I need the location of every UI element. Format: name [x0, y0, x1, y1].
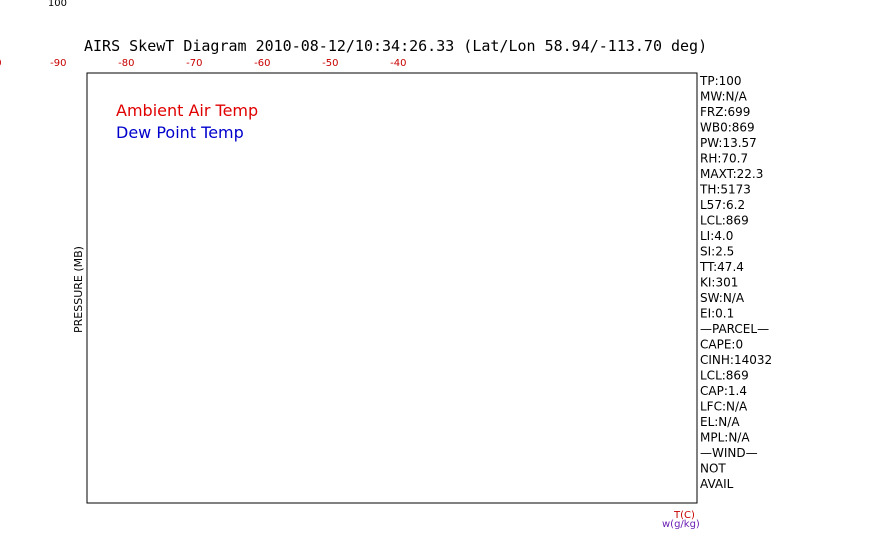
side-panel-entry: LI:4.0: [700, 229, 733, 243]
isotherm-line: [0, 0, 197, 30]
side-panel-entry: CAP:1.4: [700, 384, 747, 398]
profile-lines: [0, 0, 184, 3]
side-panel-entry: CINH:14032: [700, 353, 772, 367]
top-temp-tick-label: -70: [186, 58, 202, 69]
side-panel-entry: SI:2.5: [700, 245, 734, 259]
dry-adiabat-line: [0, 0, 21, 30]
isotherm-line: [0, 0, 605, 30]
legend-item-ambient: Ambient Air Temp: [116, 101, 258, 120]
isotherm-line: [0, 0, 673, 30]
isotherm-line: [0, 0, 809, 30]
side-panel-entry: LCL:869: [700, 214, 749, 228]
chart-title: AIRS SkewT Diagram 2010-08-12/10:34:26.3…: [84, 37, 707, 55]
side-panel-entry: TH:5173: [699, 183, 751, 197]
top-temp-tick-label: -50: [322, 58, 338, 69]
axis-labels: 1002003004005006007008009001000-120-110-…: [0, 0, 406, 69]
side-panel-entry: L57:6.2: [700, 198, 745, 212]
isotherm-line: [0, 0, 870, 30]
background-lines: [0, 0, 870, 30]
side-panel-entry: EI:0.1: [700, 307, 734, 321]
isotherm-line: [0, 0, 870, 30]
dry-adiabat-line: [0, 0, 158, 30]
dry-adiabat-line: [0, 0, 90, 30]
side-panel-entry: MPL:N/A: [700, 431, 750, 445]
side-panel-entry: AVAIL: [700, 477, 734, 491]
dry-adiabat-line: [0, 0, 568, 30]
side-panel-entry: KI:301: [700, 276, 738, 290]
dry-adiabat-line: [0, 0, 295, 30]
side-panel-entry: NOT: [700, 462, 726, 476]
side-panel-entry: EL:N/A: [700, 415, 740, 429]
side-panel-entry: RH:70.7: [700, 152, 748, 166]
top-temp-tick-label: -100: [0, 58, 2, 69]
dry-adiabat-line: [0, 0, 192, 30]
dry-adiabat-line: [0, 0, 465, 30]
side-panel-entry: SW:N/A: [700, 291, 745, 305]
ambient-air-temp-point: [183, 1, 185, 3]
side-panel-entry: FRZ:699: [700, 105, 750, 119]
side-panel-entry: LCL:869: [700, 369, 749, 383]
dew-point-temp-point: [41, 1, 43, 3]
dry-adiabat-line: [0, 0, 226, 30]
isotherm-line: [0, 0, 870, 30]
x-unit-label: T(C): [673, 510, 695, 521]
y-axis-label: PRESSURE (MB): [72, 246, 85, 333]
isotherm-line: [0, 0, 537, 30]
ambient-air-temp-line: [0, 0, 183, 2]
legend-item-dewpoint: Dew Point Temp: [116, 123, 244, 142]
isotherm-line: [0, 0, 469, 30]
top-temp-tick-label: -90: [50, 58, 66, 69]
side-panel-entry: —WIND—: [700, 446, 758, 460]
dew-point-temp-line: [0, 0, 42, 2]
mixing-ratio-unit-label: w(g/kg): [662, 519, 700, 530]
dry-adiabat-line: [0, 0, 499, 30]
isotherm-line: [0, 0, 741, 30]
dry-adiabat-line: [0, 0, 260, 30]
isotherm-line: [0, 0, 870, 30]
isotherm-line: [0, 0, 870, 30]
side-panel-entry: —PARCEL—: [700, 322, 769, 336]
top-temp-tick-label: -60: [254, 58, 270, 69]
side-panel-entry: WB0:869: [700, 121, 755, 135]
top-temp-tick-label: -40: [390, 58, 406, 69]
side-panel-entry: MW:N/A: [700, 90, 748, 104]
dry-adiabat-line: [0, 0, 534, 30]
plot-frame: [86, 72, 698, 504]
isotherm-line: [0, 0, 870, 30]
side-panel-entry: MAXT:22.3: [700, 167, 763, 181]
pressure-tick-label: 100: [48, 0, 67, 9]
side-panel-entry: TT:47.4: [699, 260, 744, 274]
top-temp-tick-label: -80: [118, 58, 134, 69]
side-panel-entry: PW:13.57: [700, 136, 757, 150]
isotherm-line: [0, 0, 265, 30]
side-panel-entry: CAPE:0: [700, 338, 743, 352]
side-panel-entry: TP:100: [699, 74, 742, 88]
side-panel-entry: LFC:N/A: [700, 400, 748, 414]
